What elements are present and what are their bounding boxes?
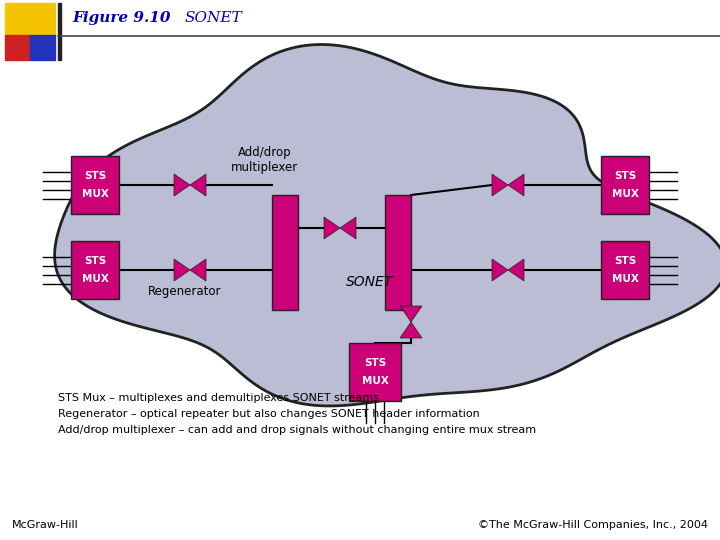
Bar	[71, 241, 119, 299]
Text: MUX: MUX	[81, 274, 109, 284]
Polygon shape	[174, 174, 190, 196]
Text: STS: STS	[614, 256, 636, 266]
Bar	[272, 195, 298, 310]
Bar	[385, 195, 411, 310]
Text: Figure 9.10: Figure 9.10	[72, 11, 171, 25]
Polygon shape	[508, 259, 524, 281]
Text: STS: STS	[84, 171, 106, 181]
Bar	[5, 3, 55, 35]
Polygon shape	[508, 174, 524, 196]
Polygon shape	[190, 259, 206, 281]
Bar	[30, 35, 55, 60]
Text: STS: STS	[364, 358, 386, 368]
Text: STS: STS	[84, 256, 106, 266]
Bar	[71, 156, 119, 214]
Polygon shape	[324, 217, 340, 239]
Text: Regenerator: Regenerator	[148, 286, 222, 299]
Polygon shape	[55, 44, 720, 406]
Text: MUX: MUX	[81, 189, 109, 199]
Text: MUX: MUX	[361, 376, 388, 386]
Polygon shape	[400, 322, 422, 338]
Text: Regenerator – optical repeater but also changes SONET header information: Regenerator – optical repeater but also …	[58, 409, 480, 419]
Text: Add/drop multiplexer – can add and drop signals without changing entire mux stre: Add/drop multiplexer – can add and drop …	[58, 425, 536, 435]
Bar	[601, 156, 649, 214]
Polygon shape	[340, 217, 356, 239]
Polygon shape	[190, 174, 206, 196]
Bar	[601, 241, 649, 299]
Bar	[5, 35, 30, 60]
Polygon shape	[492, 174, 508, 196]
Polygon shape	[174, 259, 190, 281]
Bar	[58, 3, 61, 60]
Text: STS: STS	[614, 171, 636, 181]
Text: MUX: MUX	[611, 274, 639, 284]
Bar	[349, 343, 401, 401]
Polygon shape	[400, 306, 422, 322]
Text: ©The McGraw-Hill Companies, Inc., 2004: ©The McGraw-Hill Companies, Inc., 2004	[478, 520, 708, 530]
Text: SONET: SONET	[346, 275, 394, 289]
Text: Add/drop
multiplexer: Add/drop multiplexer	[231, 146, 299, 174]
Text: STS Mux – multiplexes and demultiplexes SONET streams: STS Mux – multiplexes and demultiplexes …	[58, 393, 379, 403]
Polygon shape	[492, 259, 508, 281]
Text: MUX: MUX	[611, 189, 639, 199]
Text: SONET: SONET	[185, 11, 243, 25]
Text: McGraw-Hill: McGraw-Hill	[12, 520, 78, 530]
